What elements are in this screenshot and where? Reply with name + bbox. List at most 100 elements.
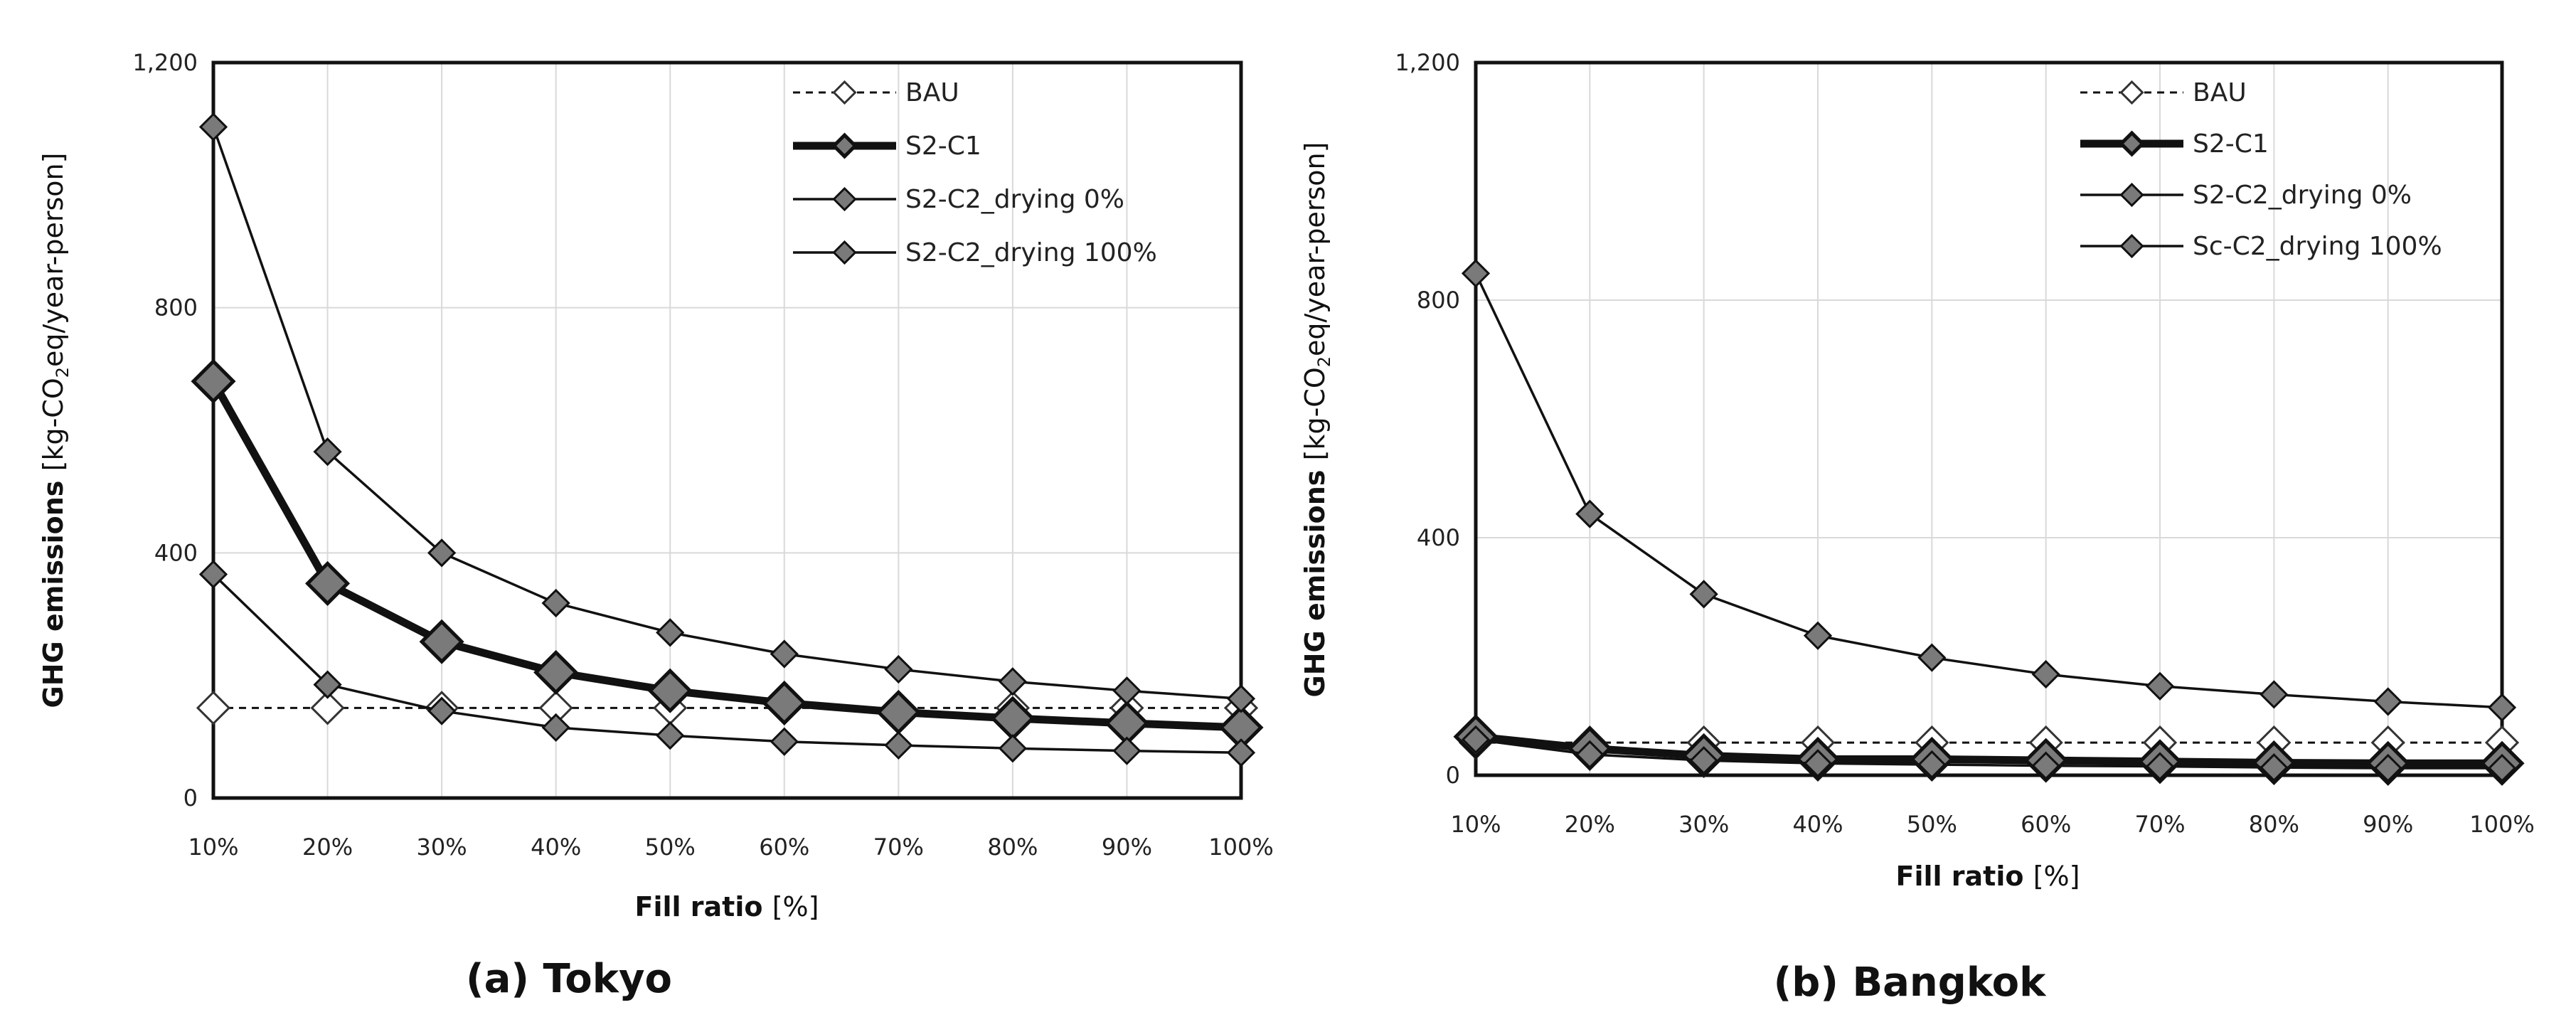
y-axis-unit: [kg-CO (1299, 367, 1331, 460)
x-tick-label: 90% (1102, 834, 1152, 861)
x-tick-label: 10% (1450, 811, 1501, 838)
series-s2-c2-drying-0- (198, 112, 1256, 713)
legend-label: S2-C1 (905, 132, 981, 161)
legend-marker (2119, 182, 2144, 208)
legend-marker (831, 132, 858, 159)
series-line (1475, 733, 2502, 767)
legend-label: BAU (2193, 78, 2247, 107)
x-axis-title: Fill ratio [%] (635, 891, 819, 922)
legend-marker (832, 186, 857, 212)
y-axis-unit-subscript: 2 (1314, 356, 1334, 367)
data-point-marker (2487, 693, 2517, 722)
y-axis-label: GHG emissions (1299, 460, 1331, 697)
data-point-marker (1112, 736, 1141, 765)
y-tick-label: 400 (154, 539, 198, 566)
y-axis-unit-subscript: 2 (53, 367, 73, 378)
series-s2-c2-drying-0- (1461, 259, 2517, 722)
x-axis-unit: [%] (2033, 861, 2080, 892)
x-tick-label: 70% (873, 834, 924, 861)
data-point-marker (647, 668, 693, 713)
data-point-marker (1803, 749, 1833, 778)
data-point-marker (656, 720, 685, 750)
data-point-marker (1689, 746, 1718, 775)
data-point-marker (1917, 750, 1947, 780)
legend-marker (2119, 233, 2144, 259)
y-axis-title: GHG emissions [kg-CO2eq/year-person] (1299, 142, 1334, 698)
x-tick-label: 30% (1678, 811, 1729, 838)
x-tick-label: 70% (2134, 811, 2185, 838)
legend-label: S2-C2_drying 0% (905, 185, 1124, 214)
series-line (212, 126, 1242, 701)
x-tick-label: 90% (2363, 811, 2413, 838)
series-sc-c2-drying-100- (1461, 725, 2517, 783)
y-axis-unit-end: eq/year-person] (1299, 142, 1331, 356)
y-axis-unit: [kg-CO (38, 378, 69, 471)
x-axis-title: Fill ratio [%] (1896, 861, 2080, 892)
x-tick-label: 40% (531, 834, 581, 861)
plot-frame (1474, 60, 2504, 777)
x-tick-label: 50% (1907, 811, 1957, 838)
data-point-marker (884, 654, 913, 684)
y-tick-label: 1,200 (1395, 49, 1460, 76)
data-point-marker (1803, 621, 1833, 650)
data-point-marker (310, 691, 345, 725)
data-point-marker (2031, 751, 2060, 780)
chart-panel-tokyo: 0 400 800 1,200 10% 20% 30% 40% 50% 60% 70% 80% 90% 1… (38, 49, 1274, 1002)
plot-frame (211, 60, 1243, 800)
y-tick-label: 1,200 (132, 49, 198, 76)
series-line (210, 379, 1242, 732)
legend: BAU S2-C1 S2-C2_drying 0% Sc-C2_drying 100% (2080, 78, 2442, 261)
x-axis-unit: [%] (772, 891, 819, 922)
y-tick-label: 400 (1417, 524, 1460, 551)
legend-marker (832, 240, 857, 265)
data-point-marker (541, 588, 570, 618)
data-point-marker (313, 437, 342, 467)
data-point-marker (541, 713, 570, 743)
legend-label: S2-C2_drying 100% (905, 238, 1157, 267)
data-point-marker (998, 667, 1028, 696)
x-tick-label: 100% (1208, 834, 1273, 861)
data-point-marker (2373, 753, 2402, 783)
data-point-marker (1461, 259, 1491, 288)
legend-label: Sc-C2_drying 100% (2193, 232, 2442, 261)
x-axis-label: Fill ratio (635, 891, 772, 922)
y-tick-label: 800 (154, 294, 198, 321)
data-point-marker (770, 639, 799, 669)
data-point-marker (884, 730, 913, 760)
legend-label: BAU (905, 78, 959, 107)
series-line (1475, 738, 2502, 770)
data-point-marker (1575, 499, 1604, 528)
data-point-marker (305, 560, 351, 606)
y-tick-label: 800 (1417, 287, 1460, 314)
data-point-marker (2373, 687, 2402, 716)
x-tick-label: 30% (417, 834, 467, 861)
x-tick-label: 20% (1565, 811, 1615, 838)
data-point-marker (198, 560, 228, 589)
y-tick-label: 0 (183, 784, 198, 812)
data-point-marker (191, 358, 236, 404)
data-point-marker (1689, 580, 1718, 609)
x-tick-label: 10% (188, 834, 238, 861)
series-s2-c2-drying-100- (198, 560, 1256, 767)
legend-marker (832, 80, 857, 105)
x-tick-label: 60% (759, 834, 809, 861)
chart-panel-bangkok: 0 400 800 1,200 10% 20% 30% 40% 50% 60% 70% 80% 90% 1… (1299, 49, 2535, 1006)
data-point-marker (762, 680, 807, 725)
panel-caption: (b) Bangkok (1774, 959, 2047, 1006)
data-point-marker (875, 689, 921, 735)
y-tick-label: 0 (1446, 762, 1460, 789)
data-point-marker (770, 727, 799, 756)
data-point-marker (2145, 671, 2175, 701)
x-tick-label: 80% (987, 834, 1038, 861)
y-axis-label: GHG emissions (38, 471, 69, 708)
data-point-marker (2487, 753, 2517, 783)
data-point-marker (1917, 643, 1947, 672)
series-line (212, 573, 1242, 754)
data-point-marker (1226, 684, 1256, 713)
x-tick-label: 40% (1792, 811, 1843, 838)
data-point-marker (2145, 752, 2175, 781)
data-point-marker (2260, 680, 2289, 709)
legend-marker (2118, 130, 2146, 157)
data-point-marker (1575, 740, 1604, 769)
